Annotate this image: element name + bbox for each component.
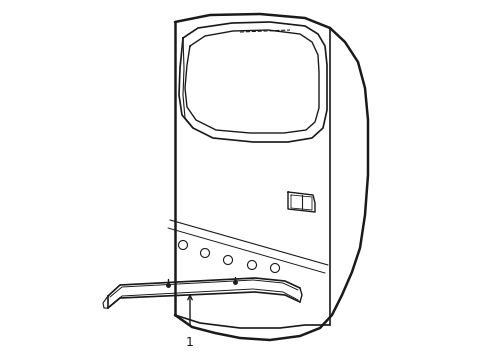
Text: 1: 1 — [185, 336, 194, 349]
